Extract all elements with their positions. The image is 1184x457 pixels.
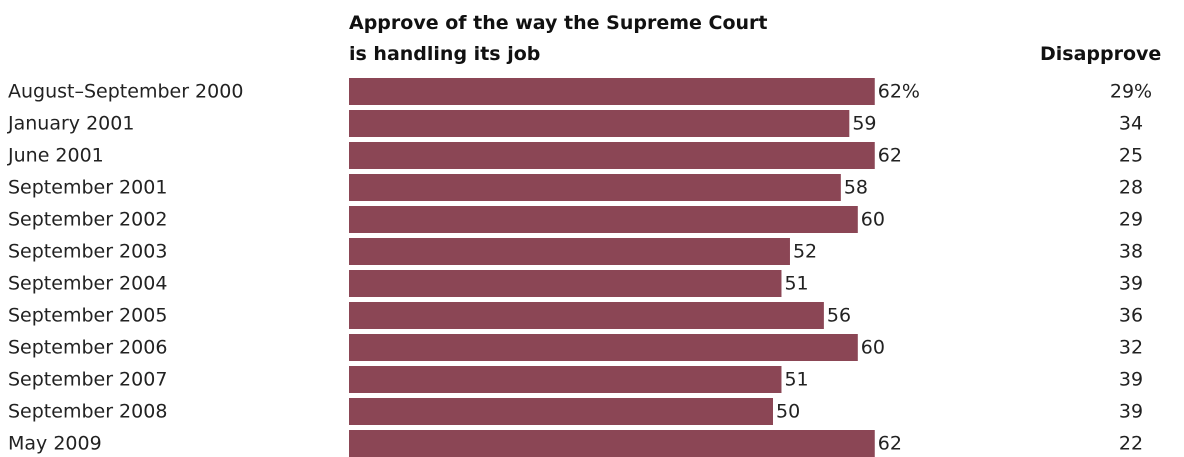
chart-title-line-2: is handling its job	[349, 43, 541, 65]
approve-bar	[349, 302, 824, 329]
approve-value-label: 62	[878, 433, 902, 455]
category-label: January 2001	[7, 113, 134, 135]
approve-bar	[349, 430, 875, 457]
approve-value-label: 51	[784, 273, 808, 295]
approve-value-label: 60	[861, 209, 885, 231]
disapprove-value-label: 29%	[1110, 81, 1152, 103]
approve-value-label: 52	[793, 241, 817, 263]
category-label: May 2009	[8, 433, 102, 455]
disapprove-value-label: 25	[1119, 145, 1143, 167]
chart-title-line-1: Approve of the way the Supreme Court	[349, 12, 768, 34]
category-label: September 2005	[8, 305, 167, 327]
disapprove-value-label: 38	[1119, 241, 1143, 263]
approve-bar	[349, 238, 790, 265]
approve-bar	[349, 206, 858, 233]
category-label: September 2001	[8, 177, 167, 199]
category-label: September 2004	[8, 273, 167, 295]
approve-value-label: 51	[784, 369, 808, 391]
disapprove-value-label: 28	[1119, 177, 1143, 199]
approve-bar	[349, 78, 875, 105]
disapprove-value-label: 39	[1119, 401, 1143, 423]
category-label: August–September 2000	[8, 81, 243, 103]
category-label: September 2003	[8, 241, 167, 263]
approve-bar	[349, 110, 850, 137]
approve-value-label: 56	[827, 305, 851, 327]
disapprove-value-label: 22	[1119, 433, 1143, 455]
approve-value-label: 50	[776, 401, 800, 423]
approve-bar	[349, 142, 875, 169]
disapprove-value-label: 39	[1119, 369, 1143, 391]
approve-value-label: 62%	[878, 81, 920, 103]
approve-value-label: 60	[861, 337, 885, 359]
approve-value-label: 58	[844, 177, 868, 199]
disapprove-value-label: 32	[1119, 337, 1143, 359]
approve-bar	[349, 174, 841, 201]
disapprove-value-label: 34	[1119, 113, 1143, 135]
disapprove-value-label: 29	[1119, 209, 1143, 231]
chart-title: Approve of the way the Supreme Court is …	[349, 8, 909, 70]
approve-bar	[349, 334, 858, 361]
category-label: June 2001	[7, 145, 104, 167]
disapprove-value-label: 36	[1119, 305, 1143, 327]
category-label: September 2008	[8, 401, 167, 423]
disapprove-value-label: 39	[1119, 273, 1143, 295]
approve-value-label: 59	[852, 113, 876, 135]
category-label: September 2007	[8, 369, 167, 391]
category-label: September 2006	[8, 337, 167, 359]
approve-value-label: 62	[878, 145, 902, 167]
approve-bar	[349, 270, 782, 297]
disapprove-column-header: Disapprove	[1040, 43, 1162, 65]
category-label: September 2002	[8, 209, 167, 231]
approve-bar	[349, 366, 782, 393]
approve-bar	[349, 398, 773, 425]
